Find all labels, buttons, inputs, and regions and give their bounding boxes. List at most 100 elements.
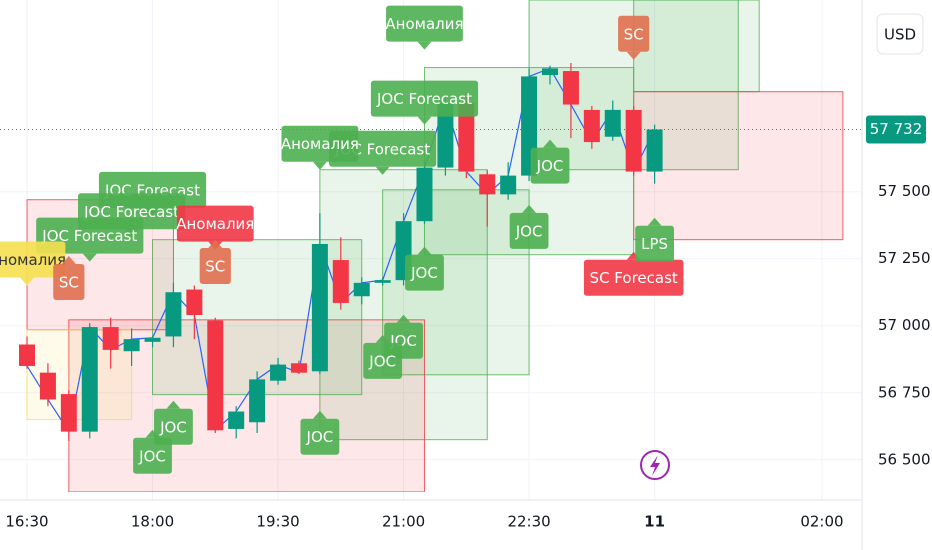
candle-body bbox=[290, 363, 307, 373]
annotation: JOC Forecast bbox=[370, 80, 479, 125]
annotation-label: Аномалия bbox=[281, 135, 359, 153]
annotation-box bbox=[509, 212, 549, 249]
annotation: JOC bbox=[133, 429, 172, 474]
candle-body bbox=[270, 364, 287, 381]
annotation: Аномалия bbox=[176, 205, 254, 250]
y-tick-label: 56 500 bbox=[878, 450, 931, 468]
annotation-label: Аномалия bbox=[176, 215, 254, 233]
x-tick-label: 18:00 bbox=[131, 513, 174, 531]
currency-label: USD bbox=[884, 26, 916, 44]
annotation-pointer bbox=[626, 51, 641, 60]
annotation-box bbox=[53, 264, 85, 301]
candle-body bbox=[332, 260, 349, 303]
annotation-label: Аномалия bbox=[385, 15, 463, 33]
candle-body bbox=[19, 344, 35, 366]
annotation-label: JOC bbox=[138, 447, 166, 465]
annotation-box bbox=[133, 437, 172, 474]
annotation: JOC bbox=[509, 204, 549, 249]
axes: 56 500 56 750 57 000 57 250 57 500 16:30 18:00… bbox=[5, 115, 931, 531]
candle-body bbox=[646, 129, 663, 172]
annotation-pointer bbox=[417, 246, 432, 255]
annotation-box bbox=[386, 5, 463, 42]
annotation-box bbox=[300, 418, 340, 455]
annotation-box bbox=[618, 15, 650, 52]
annotation-label: Аномалия bbox=[0, 251, 66, 269]
annotation: JOC bbox=[300, 410, 340, 455]
annotation-box bbox=[154, 408, 193, 445]
x-tick-label: 19:30 bbox=[256, 513, 299, 531]
annotation-box bbox=[530, 147, 570, 184]
annotation-pointer bbox=[647, 217, 662, 226]
annotation-pointer bbox=[375, 334, 390, 343]
candle-body bbox=[102, 327, 119, 350]
annotation-label: JOC bbox=[515, 222, 543, 240]
annotation: JOC bbox=[154, 400, 193, 445]
annotation: Аномалия bbox=[281, 125, 359, 170]
y-tick-label: 56 750 bbox=[878, 383, 931, 401]
annotation-pointer bbox=[375, 166, 390, 175]
annotation-label: JOC bbox=[536, 157, 564, 175]
y-tick-label: 57 500 bbox=[878, 182, 931, 200]
candle-body bbox=[228, 411, 245, 429]
last-price-label: 57 732 bbox=[870, 120, 923, 138]
candle-body bbox=[353, 282, 370, 297]
annotation-box bbox=[363, 342, 403, 379]
candle-body bbox=[583, 109, 600, 143]
annotation-label: SC bbox=[59, 274, 79, 292]
lightning-icon[interactable] bbox=[640, 450, 670, 480]
annotation-pointer bbox=[312, 161, 327, 170]
annotation-pointer bbox=[166, 400, 181, 409]
x-tick-label: 16:30 bbox=[5, 513, 48, 531]
candle-body bbox=[123, 339, 140, 352]
zone bbox=[633, 91, 844, 241]
annotation-box bbox=[370, 80, 479, 117]
annotation-label: JOC bbox=[159, 418, 187, 436]
x-tick-label: 21:00 bbox=[382, 513, 425, 531]
candle-body bbox=[81, 327, 98, 432]
annotation-box bbox=[199, 247, 231, 284]
annotation-label: JOC Forecast bbox=[41, 227, 137, 245]
annotation-pointer bbox=[82, 253, 97, 262]
annotation: LPS bbox=[635, 217, 674, 262]
annotation-pointer bbox=[417, 41, 432, 50]
currency-button[interactable] bbox=[876, 13, 924, 55]
annotation-label: SC bbox=[624, 25, 644, 43]
candle-body bbox=[500, 175, 517, 195]
candle-body bbox=[416, 167, 433, 222]
annotation: SC Forecast bbox=[583, 251, 684, 296]
annotation-label: JOC bbox=[410, 264, 438, 282]
annotation-box bbox=[635, 225, 674, 262]
annotation-box bbox=[583, 259, 684, 296]
annotation-label: JOC bbox=[368, 352, 396, 370]
annotation: JOC bbox=[363, 334, 403, 379]
annotation-pointer bbox=[61, 256, 76, 265]
annotation: JOC bbox=[530, 139, 570, 184]
annotation-box bbox=[281, 125, 359, 162]
annotation-label: LPS bbox=[641, 235, 668, 253]
annotation-pointer bbox=[543, 139, 557, 148]
candle-body bbox=[165, 292, 182, 337]
annotation-pointer bbox=[312, 410, 327, 419]
annotation: Аномалия bbox=[385, 5, 464, 50]
y-tick-label: 57 000 bbox=[878, 316, 931, 334]
candle-body bbox=[207, 320, 224, 431]
annotation: SC bbox=[618, 15, 650, 60]
annotation-pointer bbox=[417, 116, 432, 125]
annotation-pointer bbox=[396, 314, 411, 323]
annotation-pointer bbox=[522, 204, 537, 213]
x-tick-label: 02:00 bbox=[800, 513, 843, 531]
annotation-box bbox=[176, 205, 254, 242]
annotation-label: JOC Forecast bbox=[83, 203, 179, 221]
annotation-label: SC Forecast bbox=[590, 269, 678, 287]
candle-body bbox=[186, 289, 203, 316]
annotation: SC bbox=[53, 256, 85, 301]
candle-body bbox=[458, 103, 475, 172]
candle-body bbox=[39, 372, 56, 400]
annotation: JOC bbox=[405, 246, 444, 291]
candle-body bbox=[437, 103, 454, 168]
x-tick-label: 22:30 bbox=[507, 513, 550, 531]
annotation-label: JOC bbox=[306, 428, 334, 446]
zone bbox=[633, 0, 760, 93]
